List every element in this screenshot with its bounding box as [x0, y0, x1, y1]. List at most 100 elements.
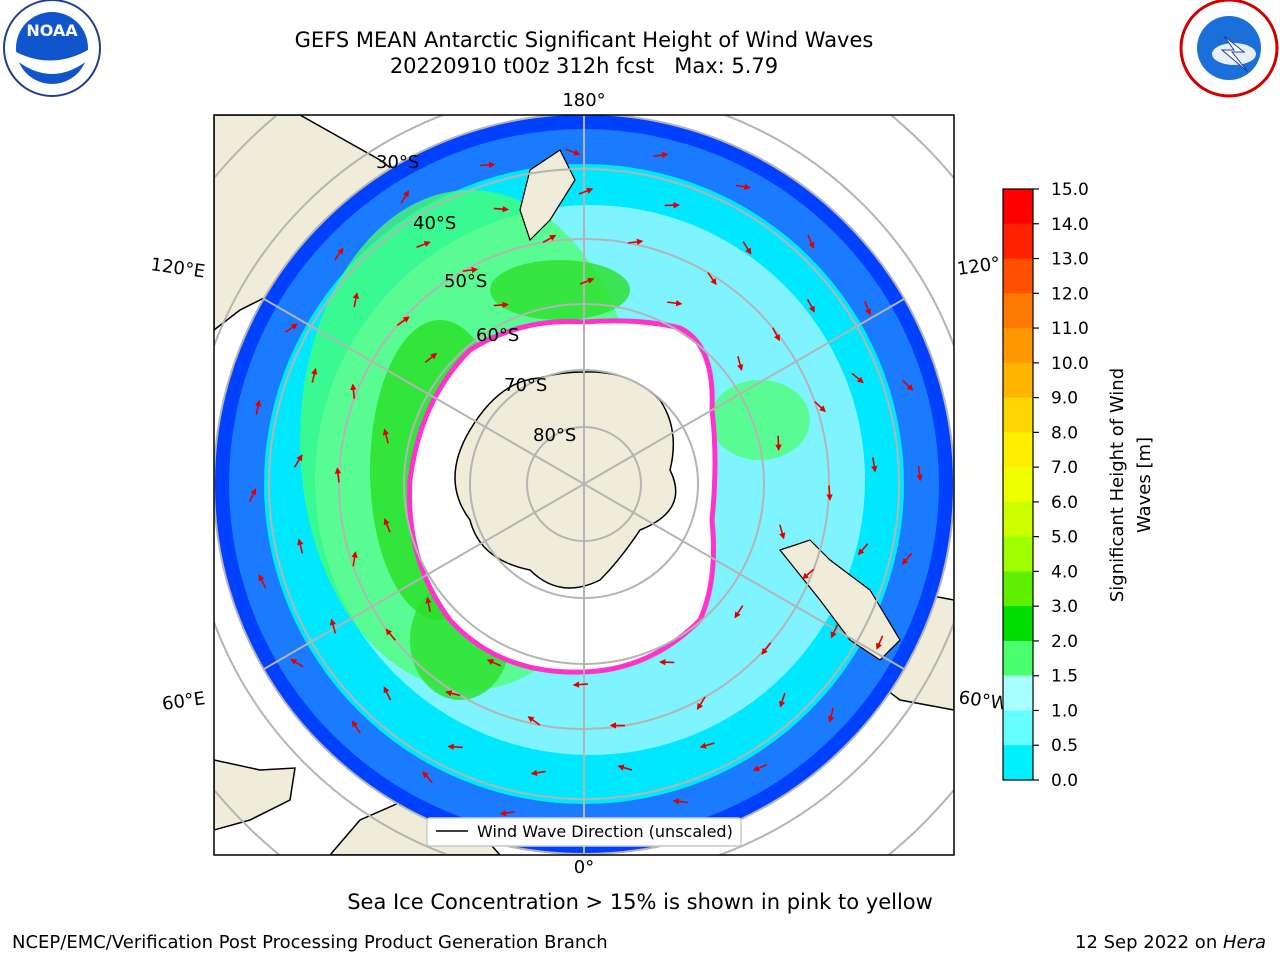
meridian-label-180: 180° [562, 90, 605, 111]
colorbar-block [1003, 258, 1033, 294]
colorbar-block [1003, 432, 1033, 468]
map-frame [213, 114, 955, 856]
wind-wave-arrow [672, 798, 688, 805]
colorbar-tick-label: 1.0 [1051, 701, 1078, 721]
wind-wave-arrow [254, 399, 262, 415]
nws-logo [1179, 0, 1279, 98]
wind-wave-arrow [383, 686, 392, 701]
sea-ice-note: Sea Ice Concentration > 15% is shown in … [347, 890, 933, 914]
colorbar-block [1003, 745, 1033, 781]
colorbar-block [1003, 536, 1033, 572]
wind-wave-arrow [499, 809, 515, 817]
wind-wave-arrow [480, 161, 496, 169]
colorbar-tick-label: 13.0 [1051, 250, 1089, 270]
colorbar: 15.0 14.0 13.0 12.0 11.0 10.0 9.0 8.0 7.0 6.0 5.0 4… [1002, 180, 1089, 791]
wind-wave-arrow [802, 568, 815, 580]
wind-wave-arrow [830, 624, 839, 639]
wind-wave-arrow [382, 428, 390, 444]
noaa-logo-text: NOAA [26, 21, 78, 40]
footer-date: 12 Sep 2022 on Hera [1075, 932, 1266, 953]
wind-wave-arrow [572, 681, 588, 688]
colorbar-block [1003, 675, 1033, 711]
colorbar-tick-label: 12.0 [1051, 284, 1089, 304]
colorbar-block [1003, 189, 1033, 225]
wind-wave-arrow [334, 247, 344, 261]
wind-wave-arrow [416, 241, 431, 248]
colorbar-tick-label: 5.0 [1051, 528, 1078, 548]
wind-wave-arrow [742, 241, 752, 255]
wind-wave-arrow [486, 659, 502, 667]
wind-wave-arrow [396, 316, 410, 326]
wind-wave-arrow [565, 148, 581, 156]
wind-wave-arrow [425, 596, 432, 612]
colorbar-tick-label: 14.0 [1051, 215, 1089, 235]
wind-wave-arrow [653, 151, 669, 159]
wind-wave-arrow [579, 277, 595, 285]
colorbar-block [1003, 397, 1033, 433]
colorbar-tick-label: 15.0 [1051, 180, 1089, 200]
wind-wave-arrow [462, 266, 479, 274]
footer-date-text: 12 Sep 2022 on [1075, 932, 1223, 953]
colorbar-tick-label: 11.0 [1051, 319, 1089, 339]
wind-wave-arrow [667, 300, 683, 307]
colorbar-block [1003, 328, 1033, 364]
wind-wave-arrow [578, 187, 594, 195]
lat-label-40: 40°S [413, 213, 456, 234]
colorbar-tick-label: 1.5 [1051, 667, 1078, 687]
wind-wave-arrow [352, 292, 360, 308]
wind-wave-arrow [826, 485, 833, 501]
colorbar-block [1003, 362, 1033, 399]
colorbar-tick-label: 7.0 [1051, 458, 1078, 478]
colorbar-tick-label: 4.0 [1051, 562, 1078, 582]
wind-wave-arrow [493, 205, 509, 213]
colorbar-label-line1: Significant Height of Wind [1107, 368, 1128, 602]
wind-wave-arrow [752, 764, 768, 772]
lat-label-70: 70°S [504, 375, 547, 396]
wind-wave-arrow [814, 401, 826, 413]
wind-wave-arrow [530, 769, 546, 777]
meridian-label-120w: 120° [956, 253, 1002, 280]
wind-wave-arrow [290, 658, 304, 668]
colorbar-tick-label: 8.0 [1051, 423, 1078, 443]
wind-wave-arrow [422, 771, 433, 784]
wind-wave-arrow [385, 628, 396, 641]
wind-wave-arrow [857, 543, 869, 556]
colorbar-tick-label: 10.0 [1051, 354, 1089, 374]
map-subtitle: 20220910 t00z 312h fcst Max: 5.79 [389, 54, 779, 78]
map-disc-edge [214, 115, 954, 855]
wind-wave-arrow [696, 696, 706, 710]
colorbar-block [1003, 501, 1033, 538]
wind-wave-arrow [901, 552, 913, 565]
wind-wave-arrow [779, 524, 786, 540]
wind-wave-arrow [734, 605, 744, 619]
wind-wave-arrow [447, 743, 463, 751]
wind-wave-arrow [493, 301, 509, 309]
wind-wave-arrow [827, 707, 835, 723]
wind-wave-arrow [329, 618, 337, 634]
colorbar-label-line2: Waves [m] [1134, 437, 1155, 533]
wind-wave-arrow [351, 720, 361, 734]
colorbar-block [1003, 640, 1033, 677]
wind-wave-arrow [383, 518, 391, 533]
wind-wave-arrow [628, 238, 644, 246]
colorbar-tick-label: 2.0 [1051, 632, 1078, 652]
wind-wave-arrow [916, 466, 923, 482]
colorbar-block [1003, 293, 1033, 329]
meridian-label-0: 0° [574, 857, 594, 878]
wind-wave-arrow [445, 690, 461, 697]
wind-wave-arrow [779, 692, 786, 708]
colorbar-block [1003, 710, 1033, 746]
wind-wave-arrow [775, 435, 782, 451]
wind-wave-arrow [400, 190, 410, 204]
wind-wave-arrow [871, 457, 878, 473]
colorbar-block [1003, 467, 1033, 503]
noaa-logo: NOAA [3, 0, 101, 97]
wind-wave-arrow [293, 454, 303, 468]
legend-label: Wind Wave Direction (unscaled) [477, 822, 733, 841]
colorbar-tick-label: 0.5 [1051, 736, 1078, 756]
colorbar-block [1003, 223, 1033, 260]
meridian-label-120e: 120°E [149, 254, 206, 282]
colorbar-tick-label: 0.0 [1051, 771, 1078, 791]
colorbar-block [1003, 606, 1033, 642]
wind-wave-arrow [350, 383, 357, 399]
